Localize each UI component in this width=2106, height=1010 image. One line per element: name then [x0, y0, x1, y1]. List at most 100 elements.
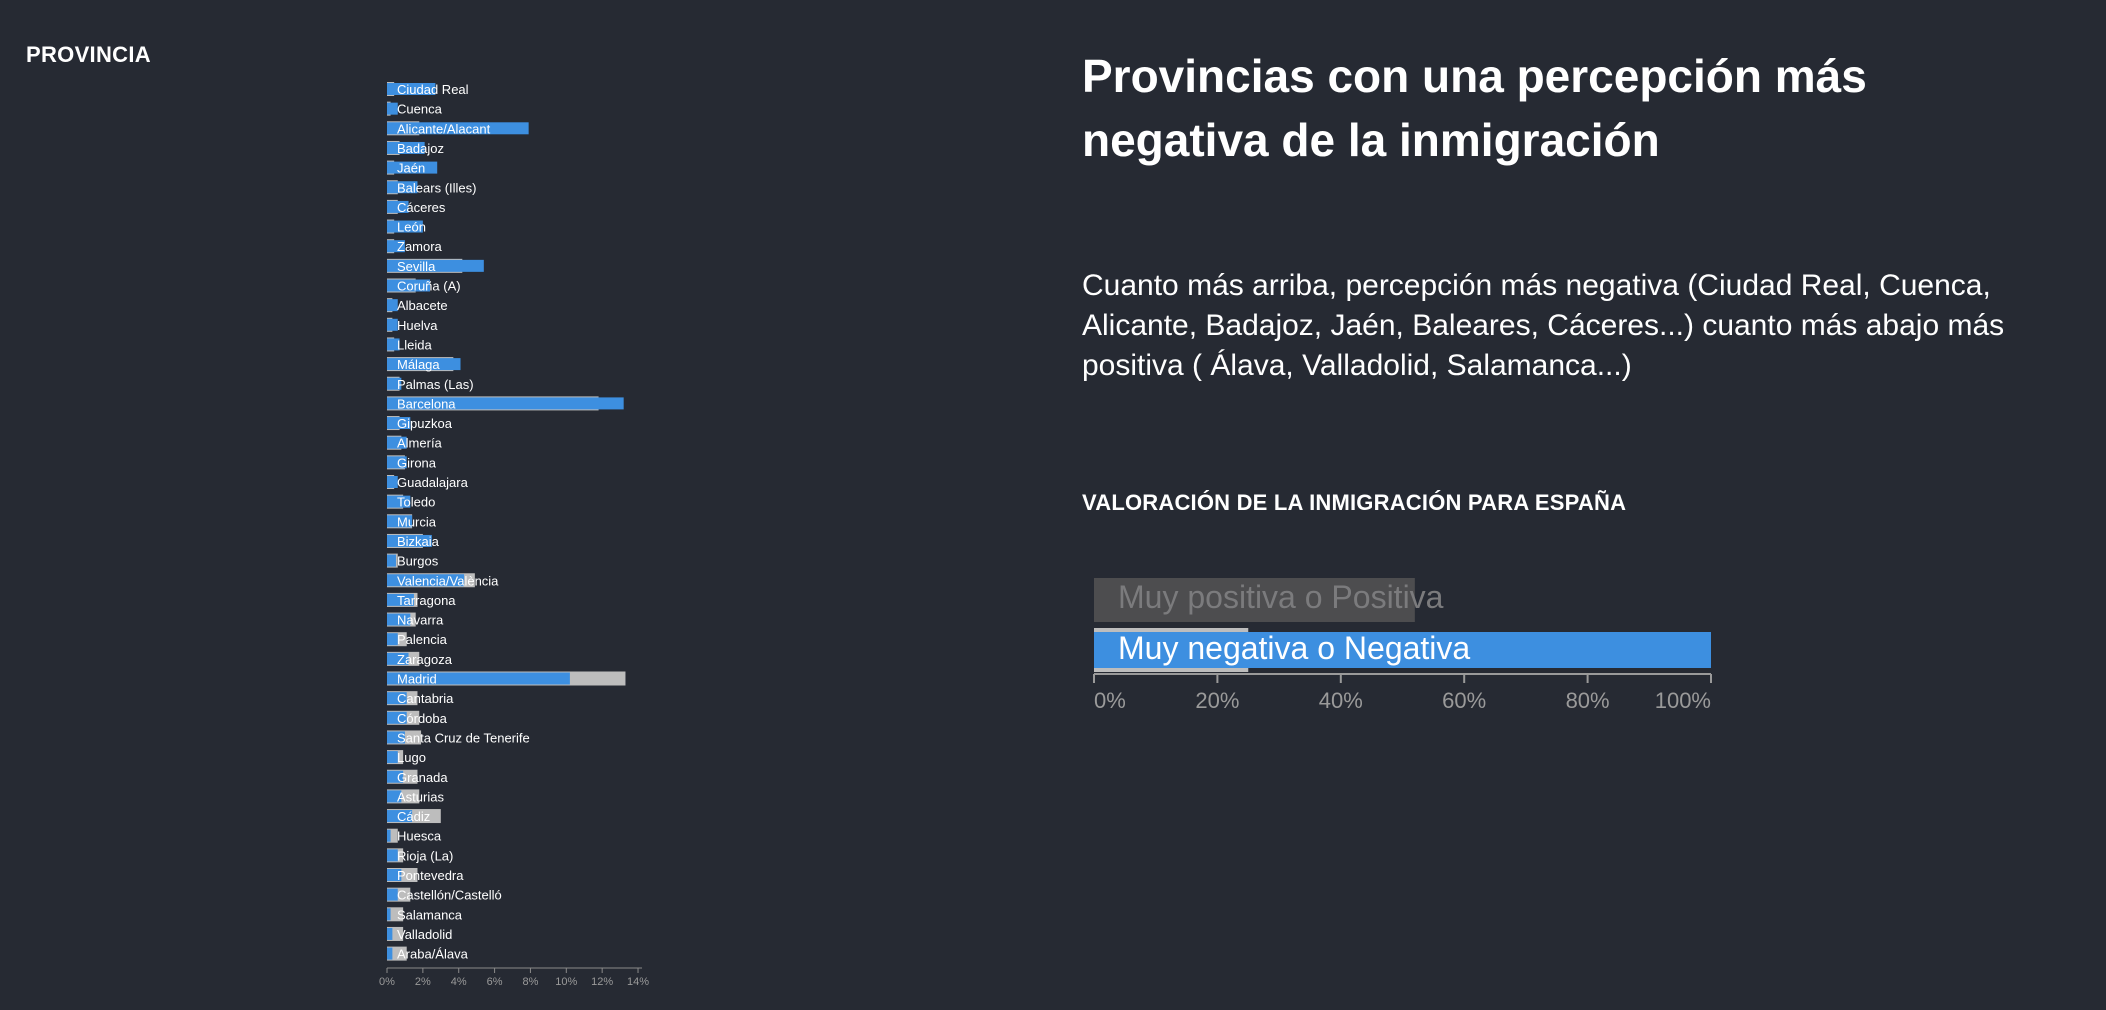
- province-label: Cáceres: [397, 200, 446, 215]
- bar-negative: [387, 574, 465, 587]
- province-label: Barcelona: [397, 396, 456, 411]
- province-label: Pontevedra: [397, 868, 464, 883]
- province-row: Gipuzkoa: [387, 416, 453, 431]
- bar-negative: [387, 240, 405, 253]
- bar-negative: [387, 417, 411, 430]
- province-label: Cuenca: [397, 102, 443, 117]
- province-label: Santa Cruz de Tenerife: [397, 730, 530, 745]
- bar-negative: [387, 810, 413, 823]
- province-label: Rioja (La): [397, 848, 453, 863]
- bar-negative: [387, 751, 398, 764]
- bar-negative: [387, 633, 398, 646]
- province-label: Araba/Álava: [397, 947, 469, 962]
- province-axis-label: PROVINCIA: [26, 42, 151, 67]
- bar-negative: [387, 731, 405, 744]
- province-row: Santa Cruz de Tenerife: [387, 730, 530, 745]
- bar-negative: [387, 593, 414, 606]
- bar-negative: [387, 515, 413, 528]
- x-tick-label: 12%: [591, 976, 613, 988]
- province-row: Palencia: [387, 632, 448, 647]
- bar-negative: [387, 711, 407, 724]
- x-tick-label: 0%: [379, 976, 395, 988]
- province-row: Badajoz: [387, 140, 444, 156]
- bar-negative: [387, 436, 407, 449]
- province-label: Castellón/Castelló: [397, 888, 502, 903]
- bar-negative: [387, 279, 431, 292]
- province-label: Asturias: [397, 789, 444, 804]
- province-label: Albacete: [397, 298, 448, 313]
- bar-negative: [387, 554, 396, 567]
- province-label: Sevilla: [397, 259, 436, 274]
- province-row: Zaragoza: [387, 651, 453, 667]
- bar-negative: [387, 495, 411, 508]
- province-label: Granada: [397, 770, 448, 785]
- bar-positive: [387, 828, 398, 843]
- province-label: Zamora: [397, 239, 443, 254]
- province-row: Coruña (A): [387, 278, 461, 294]
- province-row: Guadalajara: [387, 475, 469, 490]
- bar-negative: [387, 534, 432, 547]
- province-label: Navarra: [397, 613, 444, 628]
- x-tick-label: 6%: [487, 976, 503, 988]
- province-row: Navarra: [387, 612, 444, 628]
- province-row: Burgos: [387, 553, 439, 569]
- province-label: Jaén: [397, 161, 425, 176]
- province-row: Jaén: [387, 160, 438, 176]
- province-row: Rioja (La): [387, 848, 453, 863]
- bar-negative: [387, 613, 411, 626]
- province-row: Salamanca: [387, 907, 463, 922]
- province-label: Lleida: [397, 337, 432, 352]
- province-label: Málaga: [397, 357, 440, 372]
- province-label: Cádiz: [397, 809, 430, 824]
- province-row: Barcelona: [387, 396, 624, 411]
- province-row: Girona: [387, 455, 437, 470]
- province-label: Balears (Illes): [397, 180, 476, 195]
- province-label: León: [397, 220, 426, 235]
- province-label: Badajoz: [397, 141, 444, 156]
- province-label: Madrid: [397, 672, 437, 687]
- bar-negative: [387, 476, 398, 488]
- province-row: Palmas (Las): [387, 376, 474, 392]
- province-label: Huesca: [397, 829, 442, 844]
- province-row: Albacete: [387, 298, 448, 313]
- bar-negative: [387, 849, 398, 862]
- province-label: Palencia: [397, 632, 448, 647]
- bar-negative: [387, 102, 398, 115]
- spain-bar-chart: Muy positiva o Positiva Muy negativa o Ne…: [1093, 578, 1712, 713]
- province-label: Almería: [397, 436, 443, 451]
- category-label: Muy negativa o Negativa: [1118, 630, 1470, 666]
- province-label: Burgos: [397, 554, 439, 569]
- bar-negative: [387, 259, 484, 272]
- x-tick-label: 60%: [1442, 688, 1486, 713]
- province-label: Valladolid: [397, 927, 452, 942]
- province-row: Pontevedra: [387, 868, 464, 883]
- bar-negative: [387, 456, 407, 469]
- bar-negative: [387, 790, 402, 803]
- province-label: Toledo: [397, 495, 435, 510]
- bar-negative: [387, 672, 570, 685]
- x-tick-label: 0%: [1094, 688, 1126, 713]
- bar-positive: [387, 907, 404, 922]
- bar-positive: [1094, 578, 1415, 622]
- category-label: Muy positiva o Positiva: [1118, 579, 1444, 615]
- spain-chart-title: VALORACIÓN DE LA INMIGRACIÓN PARA ESPAÑA: [1082, 490, 1627, 515]
- province-row: Cuenca: [387, 101, 443, 117]
- province-row: Cádiz: [387, 809, 441, 824]
- province-label: Alicante/Alacant: [397, 121, 491, 136]
- province-label: Valencia/València: [397, 573, 499, 588]
- x-tick-label: 40%: [1319, 688, 1363, 713]
- province-label: Coruña (A): [397, 279, 461, 294]
- province-label: Girona: [397, 455, 437, 470]
- province-row: León: [387, 219, 426, 235]
- province-label: Córdoba: [397, 711, 448, 726]
- province-label: Murcia: [397, 514, 437, 529]
- bar-negative: [387, 770, 404, 783]
- province-row: Lugo: [387, 750, 426, 765]
- bar-negative: [387, 220, 423, 233]
- province-row: Ciudad Real: [387, 82, 469, 97]
- province-label: Tarragona: [397, 593, 456, 608]
- province-label: Zaragoza: [397, 652, 453, 667]
- province-label: Bizkaia: [397, 534, 440, 549]
- bar-negative: [387, 377, 402, 390]
- bar-negative: [387, 122, 529, 135]
